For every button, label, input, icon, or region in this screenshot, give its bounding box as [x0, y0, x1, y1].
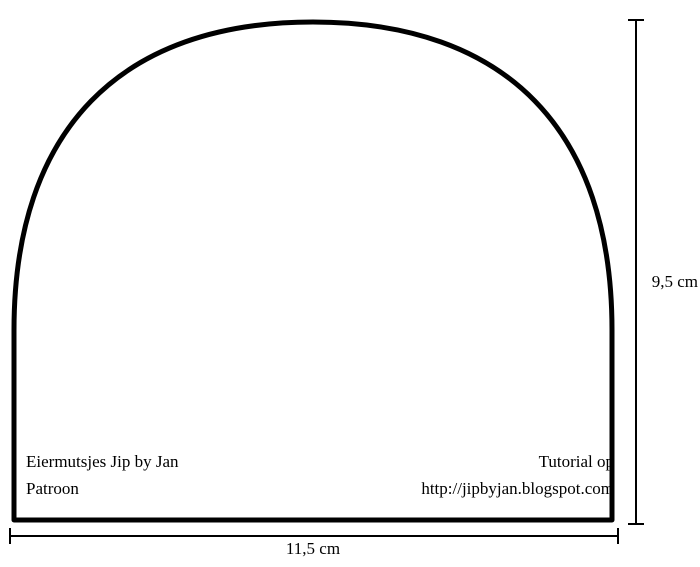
- tutorial-text: Tutorial op http://jipbyjan.blogspot.com: [421, 452, 614, 499]
- credit-line1: Eiermutsjes Jip by Jan: [26, 452, 179, 472]
- width-label: 11,5 cm: [0, 539, 626, 559]
- height-dimension: [628, 20, 644, 524]
- pattern-canvas: Eiermutsjes Jip by Jan Patroon Tutorial …: [0, 0, 700, 567]
- credit-text: Eiermutsjes Jip by Jan Patroon: [26, 452, 179, 499]
- credit-line2: Patroon: [26, 479, 179, 499]
- tutorial-line2: http://jipbyjan.blogspot.com: [421, 479, 614, 499]
- pattern-outline: [14, 22, 612, 520]
- tutorial-line1: Tutorial op: [421, 452, 614, 472]
- height-label: 9,5 cm: [652, 272, 698, 292]
